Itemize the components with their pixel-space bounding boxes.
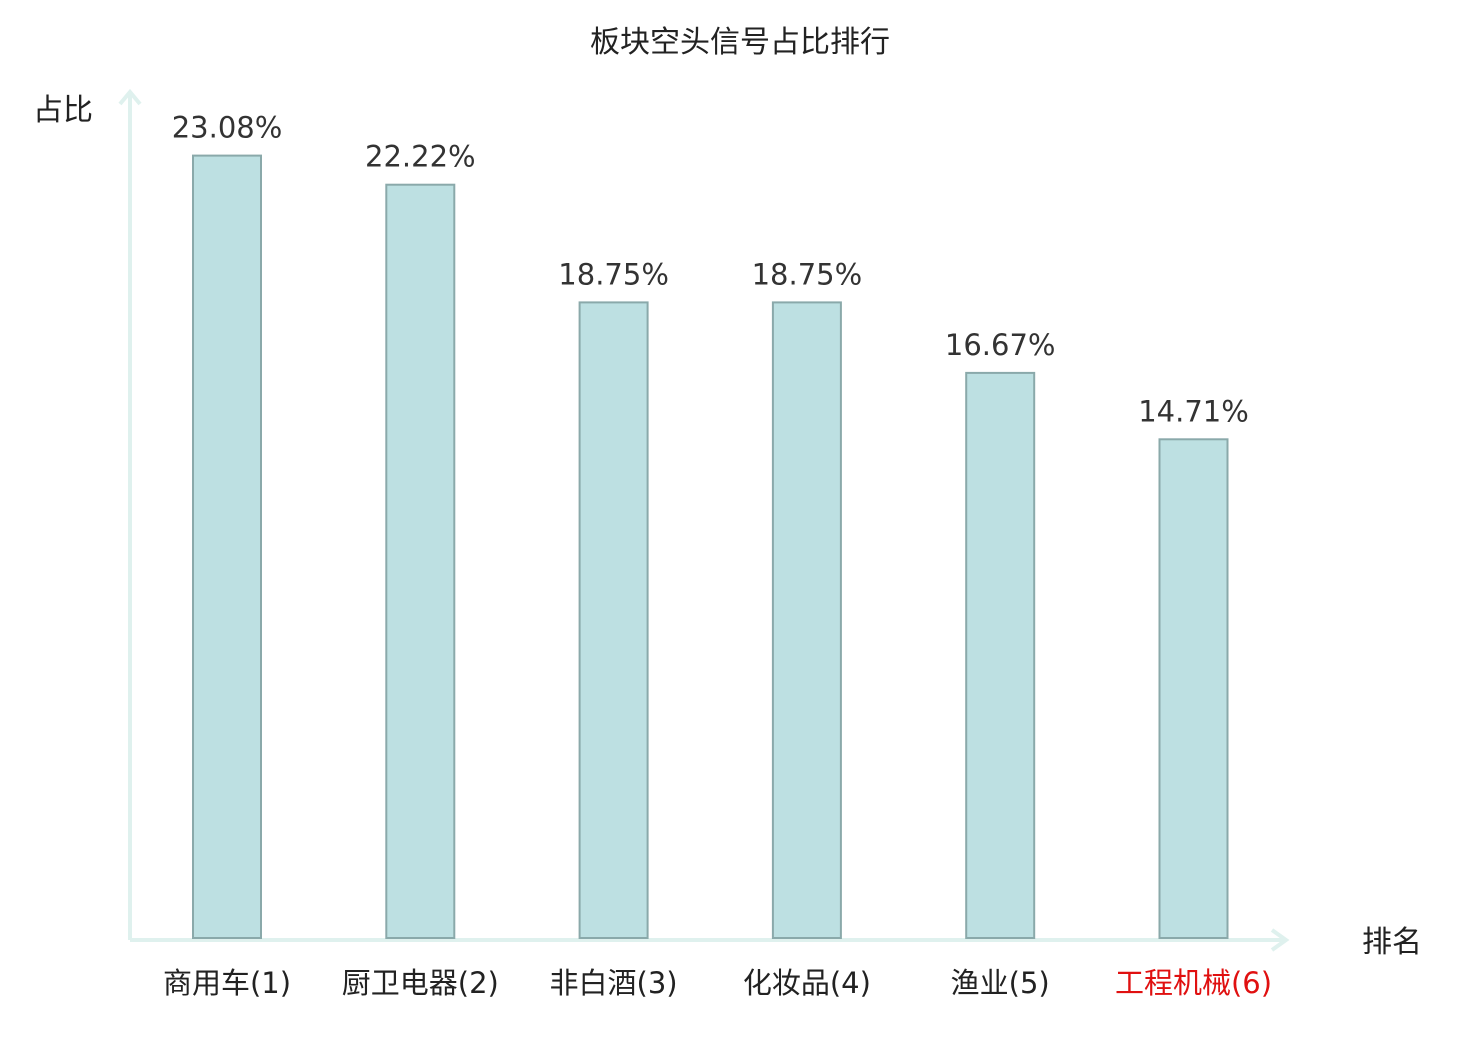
value-label-3: 18.75% — [558, 257, 669, 291]
chart-title: 板块空头信号占比排行 — [590, 25, 890, 60]
value-label-2: 22.22% — [365, 140, 476, 174]
y-axis-arrow — [118, 88, 142, 106]
category-label-5: 渔业(5) — [951, 966, 1050, 1000]
x-axis-arrow — [1270, 928, 1290, 952]
value-label-1: 23.08% — [172, 111, 283, 145]
bar-6 — [1158, 438, 1229, 939]
bar-1 — [192, 154, 262, 940]
category-label-3: 非白酒(3) — [550, 966, 678, 1000]
category-label-6: 工程机械(6) — [1115, 966, 1272, 1000]
category-label-4: 化妆品(4) — [743, 966, 871, 1000]
category-label-2: 厨卫电器(2) — [342, 966, 499, 1000]
bar-5 — [965, 371, 1036, 939]
value-label-5: 16.67% — [945, 328, 1056, 362]
y-axis-label: 占比 — [33, 93, 93, 128]
value-labels-group: 23.08% 22.22% 18.75% 18.75% 16.67% 14.71% — [172, 111, 1249, 429]
bar-2 — [385, 183, 456, 939]
bar-4 — [771, 301, 842, 939]
value-label-6: 14.71% — [1138, 394, 1249, 428]
bars-group — [192, 154, 1229, 940]
axes — [118, 88, 1290, 952]
x-axis-label: 排名 — [1362, 925, 1422, 960]
category-label-1: 商用车(1) — [163, 966, 291, 1000]
value-label-4: 18.75% — [752, 257, 863, 291]
category-labels-group: 商用车(1) 厨卫电器(2) 非白酒(3) 化妆品(4) 渔业(5) 工程机械(6) — [163, 966, 1272, 1000]
bar-3 — [578, 301, 649, 939]
